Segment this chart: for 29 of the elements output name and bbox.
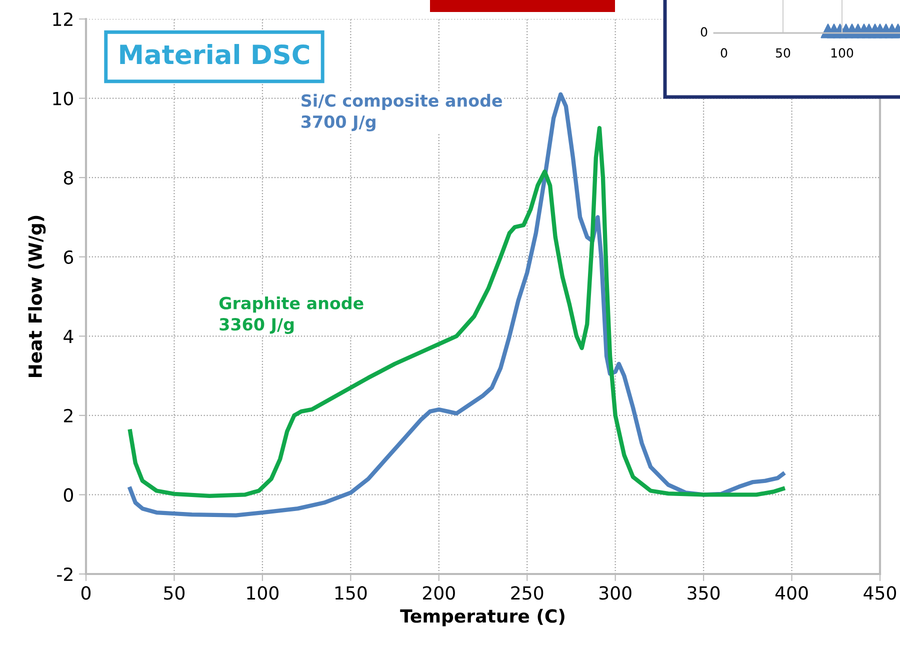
annotation: 0 — [720, 48, 728, 58]
text: Si/C composite anode — [302, 94, 502, 110]
x-tick-label: 0 — [81, 586, 91, 600]
annotation: 100 — [831, 48, 854, 58]
text: Material DSC — [120, 44, 310, 64]
y-axis-title: Heat Flow (W/g) — [28, 216, 46, 377]
x-tick-label: 300 — [599, 586, 632, 600]
y-tick-label: 12 — [53, 12, 72, 26]
y-tick-label: 6 — [64, 250, 74, 264]
x-tick-label: 350 — [688, 586, 720, 600]
y-tick-label: 10 — [53, 92, 73, 106]
annotation: 0 — [700, 27, 708, 37]
y-tick-label: 2 — [64, 408, 72, 422]
y-tick-label: 0 — [64, 488, 73, 502]
x-tick-label: 50 — [164, 586, 185, 600]
x-tick-label: 400 — [775, 586, 808, 600]
text: Graphite anode — [219, 296, 364, 313]
y-tick-label: -2 — [57, 567, 72, 581]
x-tick-label: 150 — [335, 586, 367, 600]
x-tick-label: 250 — [511, 586, 544, 600]
annotation: 3700 J/g — [301, 115, 376, 132]
x-tick-label: 200 — [422, 586, 455, 600]
x-tick-label: 450 — [864, 586, 896, 600]
annotation: 3360 J/g — [220, 318, 294, 334]
y-tick-label: 8 — [64, 171, 73, 185]
x-axis-title: Temperature (C) — [400, 608, 564, 626]
annotation: 50 — [776, 48, 790, 58]
y-tick-label: 4 — [64, 330, 74, 344]
x-tick-label: 100 — [247, 586, 278, 600]
